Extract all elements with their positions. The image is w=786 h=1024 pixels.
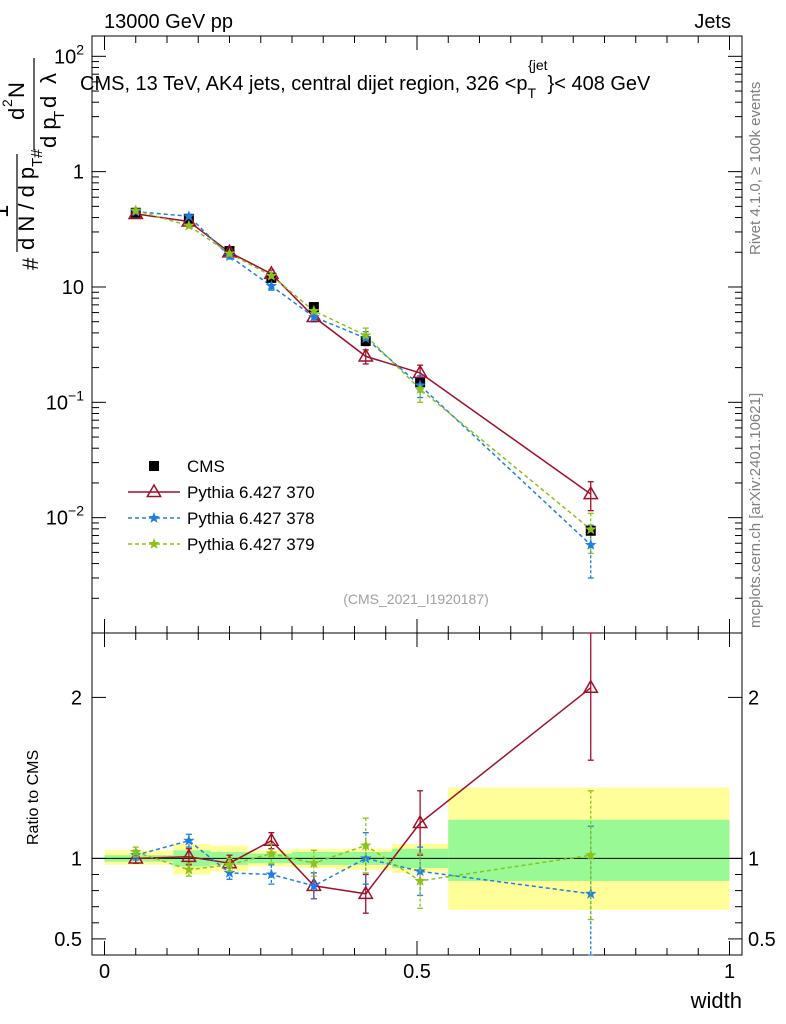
ratio-y-tick-label: 1 xyxy=(71,848,82,870)
svg-text:T: T xyxy=(29,158,46,167)
data-point xyxy=(308,310,320,322)
x-tick-label: 0.5 xyxy=(403,961,431,983)
ratio-point xyxy=(265,847,278,859)
ratio-stat-band xyxy=(448,819,730,881)
ratio-y-tick-label-right: 2 xyxy=(748,687,759,709)
legend-marker xyxy=(148,538,160,549)
ratio-series xyxy=(127,632,599,956)
legend-label: Pythia 6.427 379 xyxy=(187,535,315,554)
data-point xyxy=(127,205,144,220)
main-y-tick-label: 1 xyxy=(73,162,84,184)
markers-pythia-6-427-379 xyxy=(130,204,597,535)
plot-title: CMS, 13 TeV, AK4 jets, central dijet reg… xyxy=(80,57,651,101)
series-line xyxy=(135,209,592,531)
legend: CMS Pythia 6.427 370 Pythia 6.427 378 Pythi… xyxy=(128,457,315,554)
ratio-line xyxy=(135,839,591,895)
ratio-y-tick-label-right: 0.5 xyxy=(748,929,776,951)
data-point xyxy=(412,364,429,379)
svg-text:λ: λ xyxy=(36,73,61,84)
ratio-pythia-6-427-379 xyxy=(130,790,597,921)
data-point xyxy=(308,304,320,316)
analysis-id: (CMS_2021_I1920187) xyxy=(343,591,489,607)
ratio-point xyxy=(223,866,236,878)
main-y-tick-label: 102 xyxy=(54,41,84,68)
svg-text:1: 1 xyxy=(0,205,14,218)
x-tick-label: 0 xyxy=(99,961,110,983)
ratio-point xyxy=(412,814,429,829)
ratio-y-axis-title: Ratio to CMS xyxy=(25,750,42,845)
svg-text:d: d xyxy=(4,108,29,120)
ratio-line xyxy=(135,687,592,895)
data-point xyxy=(265,269,278,281)
legend-label: Pythia 6.427 378 xyxy=(187,509,315,528)
svg-text:T: T xyxy=(51,111,68,120)
main-axis-ticks: 102 1 10 10−1 10−2 xyxy=(46,36,742,634)
ratio-point xyxy=(357,885,374,900)
ratio-line xyxy=(135,844,591,882)
legend-marker xyxy=(149,461,159,471)
data-point xyxy=(130,204,142,216)
data-point xyxy=(183,219,195,231)
main-series xyxy=(127,204,599,579)
legend-item: Pythia 6.427 378 xyxy=(128,509,315,528)
ratio-point xyxy=(183,863,195,875)
legend-marker xyxy=(146,483,162,498)
data-point xyxy=(223,247,236,259)
energy-label: 13000 GeV pp xyxy=(104,11,233,33)
data-point xyxy=(263,265,280,280)
ratio-point xyxy=(360,852,372,864)
legend-item: Pythia 6.427 379 xyxy=(128,535,315,554)
series-line xyxy=(135,210,592,546)
main-y-tick-label: 10−2 xyxy=(46,503,84,530)
data-point xyxy=(414,383,426,394)
markers-pythia-6-427-370 xyxy=(127,205,599,500)
ratio-y-tick-label: 2 xyxy=(71,687,82,709)
main-y-tick-label: 10 xyxy=(62,277,84,299)
data-point xyxy=(582,485,599,500)
svg-text:d: d xyxy=(36,96,61,108)
svg-text:#: # xyxy=(18,257,43,270)
legend-marker xyxy=(148,512,160,523)
ratio-point xyxy=(265,868,278,880)
svg-text:d N / d p: d N / d p xyxy=(14,167,39,250)
mcplots-label: mcplots.cern.ch [arXiv:2401.10621] xyxy=(747,393,764,628)
ratio-y-tick-label-right: 1 xyxy=(748,848,759,870)
data-point xyxy=(585,538,597,550)
svg-text:#: # xyxy=(29,149,46,158)
category-label: Jets xyxy=(694,11,731,33)
ratio-point xyxy=(130,846,142,857)
legend-label: CMS xyxy=(187,457,225,476)
legend-item: CMS xyxy=(149,457,225,476)
x-tick-label: 1 xyxy=(724,961,735,983)
legend-item: Pythia 6.427 370 xyxy=(128,483,315,502)
legend-label: Pythia 6.427 370 xyxy=(187,483,315,502)
x-axis-title: width xyxy=(690,988,742,1013)
ratio-point xyxy=(308,879,320,891)
ratio-point xyxy=(585,849,597,860)
svg-text:d p: d p xyxy=(36,117,61,148)
ratio-point xyxy=(360,839,372,851)
ratio-point xyxy=(223,858,236,870)
data-point xyxy=(360,329,372,341)
ratio-point xyxy=(582,679,599,694)
ratio-y-tick-label: 0.5 xyxy=(54,929,82,951)
svg-text:N: N xyxy=(4,82,29,98)
main-y-tick-label: 10−1 xyxy=(46,387,84,414)
ratio-point xyxy=(183,834,195,846)
ratio-bands xyxy=(104,787,730,910)
data-point xyxy=(265,280,278,291)
data-point xyxy=(183,210,195,222)
rivet-label: Rivet 4.1.0, ≥ 100k events xyxy=(747,82,764,255)
main-y-axis-title: # d N / d p T 1 # d p T d λ d 2 N xyxy=(0,58,68,270)
ratio-point xyxy=(414,874,426,886)
svg-text:2: 2 xyxy=(0,99,15,107)
ratio-point xyxy=(127,849,144,864)
cms-point xyxy=(360,336,371,347)
ratio-point xyxy=(308,857,320,869)
data-point xyxy=(357,347,374,362)
data-point xyxy=(585,523,597,535)
ratio-point xyxy=(180,848,197,863)
